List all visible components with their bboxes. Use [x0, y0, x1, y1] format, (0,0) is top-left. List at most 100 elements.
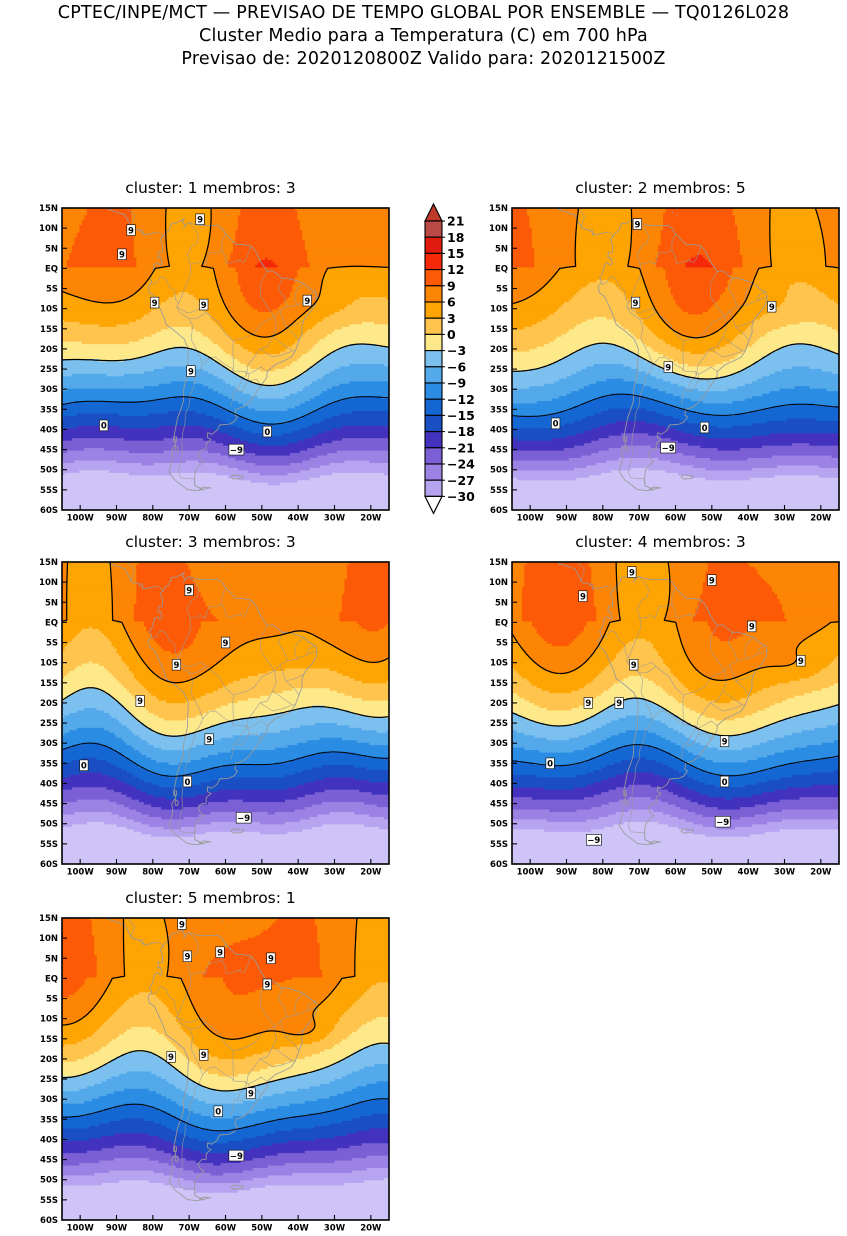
contour-label: 9	[798, 657, 804, 667]
y-axis-tick-label: 5N	[45, 245, 58, 255]
x-axis-tick-label: 60W	[215, 514, 237, 524]
colorbar-band	[424, 236, 443, 255]
x-axis-tick-label: 90W	[106, 514, 128, 524]
x-axis-tick-label: 100W	[67, 868, 95, 878]
colorbar-band	[424, 463, 443, 482]
y-axis-tick-label: 35S	[40, 1116, 58, 1126]
x-axis-tick-label: 80W	[592, 514, 614, 524]
x-axis-tick-label: 40W	[738, 514, 760, 524]
contour-label: 9	[119, 251, 125, 261]
y-axis-tick-label: 15N	[489, 204, 508, 214]
y-axis-tick-label: 40S	[40, 426, 58, 436]
colorbar-tick-label: −27	[447, 473, 475, 488]
x-axis-tick-label: 70W	[629, 514, 651, 524]
colorbar-band	[424, 285, 443, 303]
x-axis-tick-label: 20W	[810, 514, 832, 524]
contour-label: 0	[547, 760, 553, 770]
x-axis-tick-label: 50W	[701, 868, 723, 878]
contour-label: 9	[188, 368, 194, 378]
colorbar-band	[424, 334, 443, 352]
y-axis-tick-label: 25S	[490, 365, 508, 375]
header-line-variable: Cluster Medio para a Temperatura (C) em …	[199, 26, 648, 47]
contour-label: −9	[662, 444, 675, 454]
y-axis-tick-label: 30S	[40, 385, 58, 395]
colorbar-tick-label: −15	[447, 408, 475, 423]
contour-label: 9	[184, 953, 190, 963]
contour-label: 9	[268, 955, 274, 965]
colorbar-band	[424, 301, 443, 320]
x-axis-tick-label: 80W	[592, 868, 614, 878]
contour-label: 9	[585, 699, 591, 709]
y-axis-tick-label: 55S	[40, 486, 58, 496]
y-axis-tick-label: EQ	[495, 265, 508, 275]
contour-label: 9	[580, 593, 586, 603]
x-axis-tick-label: 80W	[142, 868, 164, 878]
colorbar-cap-bottom	[424, 496, 443, 516]
colorbar-band	[424, 366, 443, 384]
panel-5: cluster: 5 membros: 1 9 9 9 9 9 9 9 9 0 −9 15N 10N 5N…	[30, 889, 391, 1236]
header-line-times: Previsao de: 2020120800Z Valido para: 20…	[181, 49, 666, 70]
y-axis-tick-label: 35S	[40, 760, 58, 770]
colorbar-band	[424, 317, 443, 336]
y-axis-tick-label: 5S	[496, 639, 508, 649]
y-axis-tick-label: 15N	[39, 204, 58, 214]
contour-label: 0	[264, 428, 270, 438]
x-axis-tick-label: 30W	[324, 1224, 346, 1234]
y-axis-tick-label: EQ	[45, 975, 58, 985]
contour-label: 9	[629, 569, 635, 579]
map-plot: 9 9 9 9 9 9 9 9 0 −9 15N 10N 5N EQ 5S 10S 15S 20S 25S 30S 35…	[39, 914, 390, 1234]
contour-label: 0	[184, 778, 190, 788]
colorbar: 21 18 15 12 9 6 3 0 −3 −6 −9 −12 −15 −18 −21 −24 −27 −30	[424, 202, 484, 517]
panel-title: cluster: 4 membros: 3	[575, 533, 746, 552]
contour-label: 9	[709, 577, 715, 587]
contour-label: 9	[616, 699, 622, 709]
y-axis-tick-label: 20S	[490, 699, 508, 709]
x-axis-tick-label: 40W	[288, 868, 310, 878]
x-axis-tick-label: 100W	[67, 514, 95, 524]
x-axis-tick-label: 20W	[360, 1224, 382, 1234]
colorbar-tick-label: −6	[447, 360, 466, 375]
y-axis-tick-label: 45S	[40, 800, 58, 810]
y-axis-tick-label: 5S	[46, 995, 58, 1005]
y-axis-tick-label: 15N	[489, 558, 508, 568]
contour-label: 9	[217, 949, 223, 959]
x-axis-tick-label: 80W	[142, 1224, 164, 1234]
map-plot: 9 9 9 9 9 9 9 9 9 0 0 −9 −9 15N 10N 5N EQ 5S 10S 15S 20S 25S 3…	[489, 558, 840, 878]
colorbar-tick-label: −21	[447, 441, 475, 456]
y-axis-tick-label: 5N	[495, 599, 508, 609]
y-axis-tick-label: 20S	[490, 345, 508, 355]
y-axis-tick-label: 20S	[40, 345, 58, 355]
y-axis-tick-label: 30S	[490, 385, 508, 395]
y-axis-tick-label: 55S	[490, 486, 508, 496]
y-axis-tick-label: 10N	[39, 224, 58, 234]
y-axis-tick-label: 25S	[40, 1075, 58, 1085]
y-axis-tick-label: 60S	[40, 860, 58, 870]
y-axis-tick-label: 55S	[40, 1196, 58, 1206]
x-axis-tick-label: 30W	[774, 514, 796, 524]
contour-label: 9	[665, 364, 671, 374]
x-axis-tick-label: 40W	[288, 514, 310, 524]
x-axis-tick-label: 60W	[665, 868, 687, 878]
y-axis-tick-label: 15S	[40, 325, 58, 335]
colorbar-tick-label: −9	[447, 376, 466, 391]
y-axis-tick-label: 20S	[40, 1055, 58, 1065]
panel-3: cluster: 3 membros: 3 9 9 9 9 9 0 0 −9 15N 10N 5N EQ…	[30, 533, 391, 880]
y-axis-tick-label: 60S	[490, 860, 508, 870]
y-axis-tick-label: 35S	[490, 760, 508, 770]
map-plot: 9 9 9 9 0 0 −9 15N 10N 5N EQ 5S 10S 15S 20S 25S 30S 35S 40…	[489, 204, 840, 524]
y-axis-tick-label: 10S	[40, 305, 58, 315]
y-axis-tick-label: 15N	[39, 558, 58, 568]
panel-title: cluster: 2 membros: 5	[575, 179, 746, 198]
x-axis-tick-label: 60W	[215, 868, 237, 878]
contour-label: 9	[264, 981, 270, 991]
y-axis-tick-label: 10N	[39, 934, 58, 944]
contour-label: 9	[186, 587, 192, 597]
colorbar-tick-label: 21	[447, 214, 464, 229]
colorbar-cap-top	[424, 202, 443, 222]
contour-label: 9	[633, 299, 639, 309]
contour-label: −9	[716, 818, 729, 828]
colorbar-tick-label: 0	[447, 327, 456, 342]
y-axis-tick-label: 60S	[490, 506, 508, 516]
contour-label: 0	[215, 1108, 221, 1118]
contour-label: −9	[230, 1152, 243, 1162]
